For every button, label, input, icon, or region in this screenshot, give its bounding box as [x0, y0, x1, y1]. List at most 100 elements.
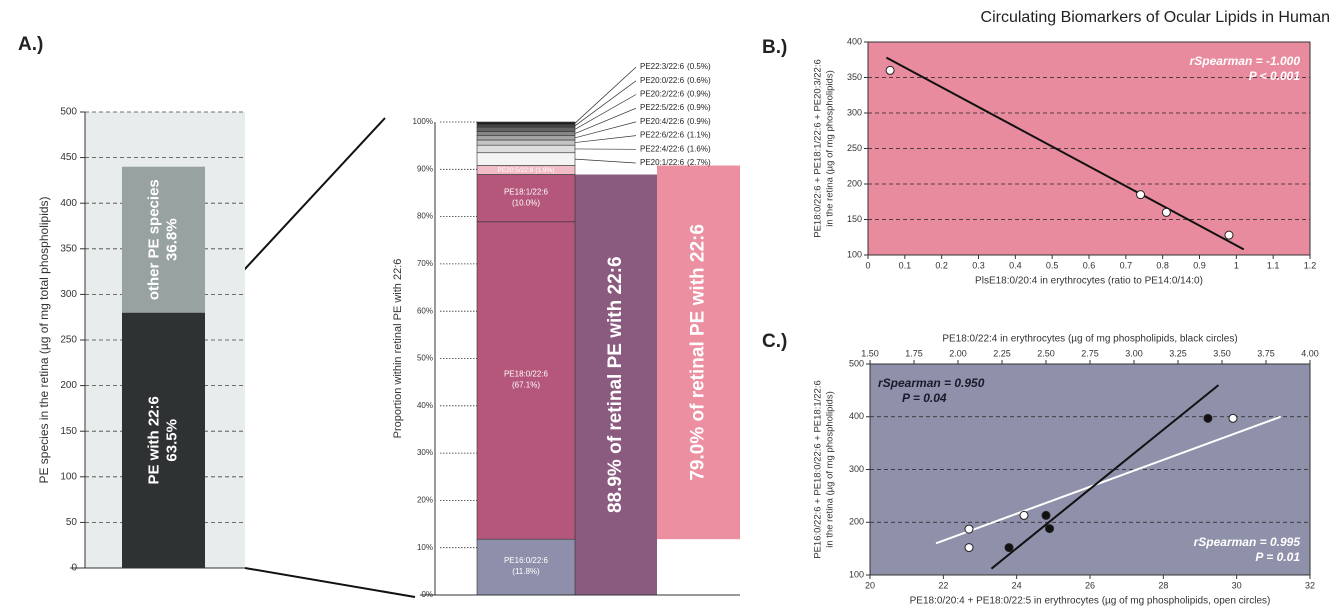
y-tick-label: 450	[60, 152, 77, 163]
x-tick-label: 0.5	[1046, 260, 1059, 270]
y-tick-label: 300	[847, 107, 862, 117]
y-tick-label: 100%	[413, 117, 433, 126]
data-point	[964, 543, 974, 553]
segment-value-label: (2.7%)	[687, 158, 711, 167]
segment-name: PE with 22:6	[145, 396, 162, 484]
bar-segment	[476, 131, 576, 137]
x-tick-label: 0.1	[899, 260, 912, 270]
data-point	[1136, 190, 1146, 200]
bar-segment	[476, 538, 576, 596]
x-tick-label: 0.4	[1009, 260, 1022, 270]
y-tick-label: 100	[849, 569, 864, 579]
x-tick-label: 1	[1234, 260, 1239, 270]
y-axis-label: in the retina (µg of mg phospholipids)	[825, 391, 836, 548]
y-axis-label: Proportion within retinal PE with 22:6	[392, 259, 404, 439]
x-axis-label: PlsE18:0/20:4 in erythrocytes (ratio to …	[975, 276, 1203, 287]
x2-tick-label: 2.75	[1081, 348, 1099, 358]
x-tick-label: 26	[1085, 580, 1095, 590]
x2-tick-label: 1.50	[861, 348, 879, 358]
bar-segment	[476, 124, 576, 128]
data-point	[1041, 510, 1051, 520]
bar-segment	[476, 144, 576, 154]
segment-label: PE22:6/22:6 (1.1%)	[640, 131, 711, 140]
segment-value-label: (1.9%)	[535, 167, 554, 174]
y-tick-label: 500	[60, 107, 77, 118]
bar-segment	[476, 152, 576, 166]
segment-name: PE20:2/22:6	[640, 90, 685, 99]
y-tick-label: 400	[60, 198, 77, 209]
segment-value-label: (0.9%)	[687, 117, 711, 126]
data-point	[1161, 207, 1171, 217]
y-tick-label: 20%	[417, 496, 433, 505]
x-tick-label: 0.2	[935, 260, 948, 270]
x2-tick-label: 1.75	[905, 348, 923, 358]
y-tick-label: 500	[849, 358, 864, 368]
segment-name: PE20:0/22:6	[640, 76, 685, 85]
y-tick-label: 150	[60, 426, 77, 437]
data-point	[1004, 543, 1014, 553]
annotation: P < 0.001	[1249, 69, 1301, 83]
segment-name: PE20:4/22:6	[640, 117, 685, 126]
x2-tick-label: 3.00	[1125, 348, 1143, 358]
segment-name: PE22:4/22:6	[640, 144, 685, 153]
x-tick-label: 24	[1012, 580, 1022, 590]
segment-value-label: (0.9%)	[687, 90, 711, 99]
segment-value-label: (1.1%)	[687, 131, 711, 140]
y-tick-label: 250	[60, 335, 77, 346]
y-tick-label: 90%	[417, 164, 433, 173]
y-tick-label: 350	[60, 243, 77, 254]
data-point	[1224, 230, 1234, 240]
panel-label: C.)	[762, 331, 787, 352]
segment-value-label: (10.0%)	[512, 198, 540, 207]
data-point	[1045, 524, 1055, 534]
summary-label: 88.9% of retinal PE with 22:6	[605, 256, 626, 513]
bar-segment	[122, 166, 205, 313]
segment-value-label: (67.1%)	[512, 381, 540, 390]
y-tick-label: 400	[847, 36, 862, 46]
segment-name: PE18:0/22:6	[504, 370, 549, 379]
data-point	[1203, 413, 1213, 423]
annotation: P = 0.01	[1255, 550, 1300, 564]
x-tick-label: 0.3	[972, 260, 985, 270]
y-axis-label: PE species in the retina (µg of mg total…	[37, 196, 51, 483]
segment-value-label: (0.6%)	[687, 76, 711, 85]
bar-segment	[476, 174, 576, 223]
leader-line	[574, 107, 637, 134]
x-tick-label: 0.8	[1156, 260, 1169, 270]
segment-label: PE22:3/22:6 (0.5%)	[640, 62, 711, 71]
x-tick-label: 30	[1232, 580, 1242, 590]
y-tick-label: 80%	[417, 212, 433, 221]
plot-frame	[867, 41, 1311, 256]
y-tick-label: 50%	[417, 354, 433, 363]
segment-label: PE20:5/22:6 (1.9%)	[498, 167, 555, 174]
zoom-line	[244, 567, 416, 598]
x2-tick-label: 2.25	[993, 348, 1011, 358]
plot-frame	[869, 363, 1311, 576]
x-tick-label: 32	[1305, 580, 1315, 590]
bar-segment	[476, 139, 576, 146]
segment-value-label: (0.5%)	[687, 62, 711, 71]
y-axis-label: PE18:0/22:6 + PE18:1/22:6 + PE20:3/22:6	[813, 59, 824, 238]
data-point	[1228, 413, 1238, 423]
x2-axis-label: PE18:0/22:4 in erythrocytes (µg of mg ph…	[942, 334, 1237, 345]
data-point	[1019, 510, 1029, 520]
segment-name: PE22:6/22:6	[640, 131, 685, 140]
figure-title: Circulating Biomarkers of Ocular Lipids …	[981, 9, 1330, 26]
segment-share: 36.8%	[163, 218, 180, 261]
fit-line	[935, 415, 1282, 545]
x2-tick-label: 2.50	[1037, 348, 1055, 358]
leader-line	[574, 66, 637, 124]
y-tick-label: 30%	[417, 448, 433, 457]
y-tick-label: 350	[847, 72, 862, 82]
leader-line	[574, 158, 637, 164]
fit-line	[885, 56, 1245, 251]
segment-value-label: (1.6%)	[687, 144, 711, 153]
x2-tick-label: 4.00	[1301, 348, 1319, 358]
x-axis-label: PE18:0/20:4 + PE18:0/22:5 in erythrocyte…	[910, 596, 1271, 607]
bar-segment	[476, 121, 576, 125]
data-point	[964, 524, 974, 534]
bar-segment	[476, 135, 576, 141]
segment-name: PE18:1/22:6	[504, 187, 549, 196]
leader-line	[574, 80, 637, 127]
